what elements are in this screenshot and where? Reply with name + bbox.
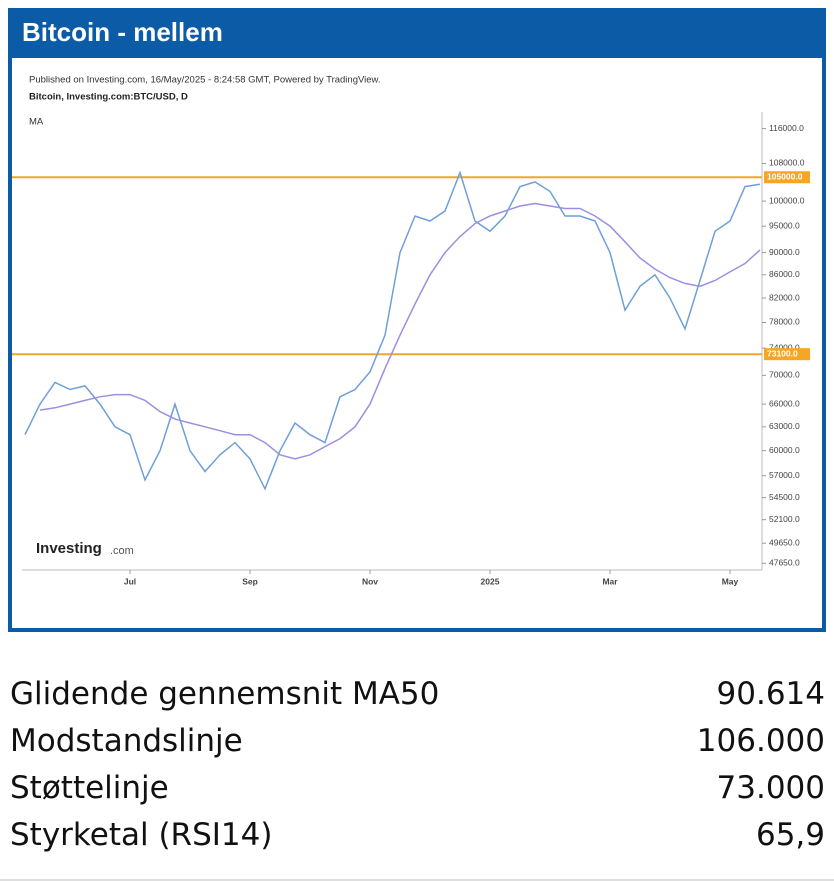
- y-tick-label: 57000.0: [769, 470, 800, 480]
- x-tick-label: Mar: [602, 576, 618, 586]
- table-row: Styrketal (RSI14) 65,9: [10, 817, 825, 861]
- y-tick-label: 74000.0: [769, 342, 800, 352]
- y-tick-label: 116000.0: [769, 123, 804, 133]
- table-row: Støttelinje 73.000: [10, 770, 825, 814]
- table-row: Modstandslinje 106.000: [10, 723, 825, 767]
- chart-subtitle: Published on Investing.com, 16/May/2025 …: [29, 75, 381, 86]
- divider: [0, 879, 834, 881]
- y-tick-label: 82000.0: [769, 292, 800, 302]
- logo-brand: Investing: [36, 540, 102, 557]
- x-tick-label: 2025: [481, 576, 500, 586]
- y-tick-label: 63000.0: [769, 421, 800, 431]
- y-tick-label: 54500.0: [769, 492, 800, 502]
- level-label-box: [764, 171, 810, 184]
- header-title: Bitcoin - mellem: [22, 17, 223, 47]
- y-tick-label: 86000.0: [769, 269, 800, 279]
- row-value: 65,9: [755, 817, 825, 853]
- y-tick-label: 78000.0: [769, 317, 800, 327]
- header: Bitcoin - mellem: [8, 8, 826, 58]
- row-label: Modstandslinje: [10, 723, 243, 759]
- y-tick-label: 60000.0: [769, 445, 800, 455]
- logo-suffix: .com: [110, 545, 134, 557]
- chart-frame: Published on Investing.com, 16/May/2025 …: [8, 58, 826, 632]
- series-line: [39, 202, 761, 460]
- y-tick-label: 95000.0: [769, 220, 800, 230]
- table-row: Glidende gennemsnit MA50 90.614: [10, 676, 825, 720]
- level-label-box: [764, 348, 810, 361]
- y-tick-label: 100000.0: [769, 195, 805, 205]
- row-label: Støttelinje: [10, 770, 169, 806]
- x-tick-label: Sep: [242, 576, 258, 586]
- x-tick-label: Jul: [124, 576, 136, 586]
- level-label: 73100.0: [767, 348, 798, 358]
- chart-symbol: Bitcoin, Investing.com:BTC/USD, D: [29, 92, 188, 103]
- y-tick-label: 70000.0: [769, 370, 800, 380]
- y-tick-label: 47650.0: [769, 558, 800, 568]
- series-line: [24, 170, 761, 491]
- legend-label: MA: [29, 117, 44, 128]
- y-tick-label: 108000.0: [769, 158, 805, 168]
- row-value: 73.000: [716, 770, 825, 806]
- x-tick-label: May: [722, 576, 739, 586]
- x-tick-label: Nov: [362, 576, 378, 586]
- row-label: Styrketal (RSI14): [10, 817, 273, 853]
- y-tick-label: 90000.0: [769, 247, 800, 257]
- chart: Published on Investing.com, 16/May/2025 …: [12, 75, 810, 586]
- y-tick-label: 66000.0: [769, 398, 800, 408]
- row-value: 106.000: [696, 723, 825, 759]
- y-tick-label: 49650.0: [769, 537, 800, 547]
- y-tick-label: 52100.0: [769, 514, 800, 524]
- level-label: 105000.0: [767, 171, 803, 181]
- row-label: Glidende gennemsnit MA50: [10, 676, 440, 712]
- row-value: 90.614: [716, 676, 825, 712]
